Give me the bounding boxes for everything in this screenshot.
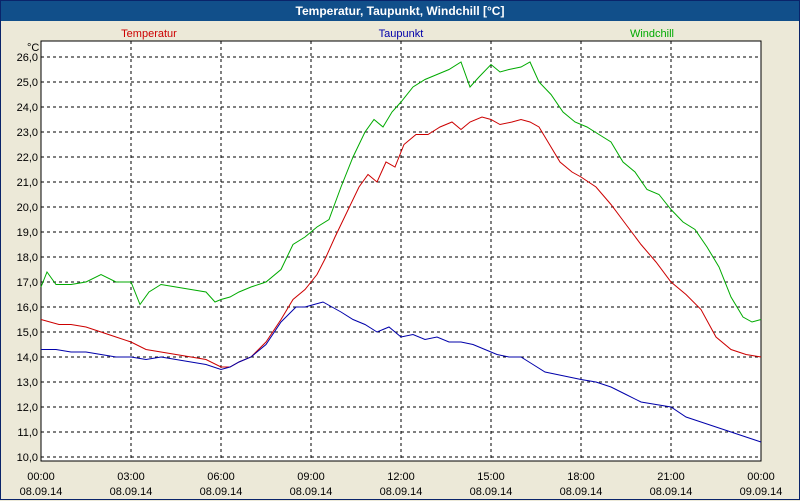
x-tick-date: 08.09.14 [560,486,603,498]
x-tick-time: 21:00 [657,471,685,483]
y-tick-label: 22,0 [17,152,38,164]
y-tick-label: 18,0 [17,252,38,264]
x-tick-date: 09.09.14 [740,486,783,498]
y-tick-label: 26,0 [17,52,38,64]
window-title: Temperatur, Taupunkt, Windchill [°C] [1,1,799,21]
y-tick-label: 19,0 [17,227,38,239]
y-tick-label: 12,0 [17,402,38,414]
x-tick-time: 06:00 [207,471,235,483]
y-tick-label: 14,0 [17,352,38,364]
y-tick-label: 23,0 [17,127,38,139]
y-tick-label: 25,0 [17,77,38,89]
series-line-temperatur [40,116,762,368]
y-tick-label: 11,0 [17,427,38,439]
x-tick-time: 00:00 [747,471,775,483]
x-tick-date: 08.09.14 [470,486,513,498]
x-tick-time: 12:00 [387,471,415,483]
series-line-taupunkt [41,301,762,443]
y-tick-label: 20,0 [17,202,38,214]
x-tick-date: 08.09.14 [290,486,333,498]
legend-taupunkt: Taupunkt [379,28,424,40]
x-tick-time: 03:00 [117,471,145,483]
y-axis-label: °C [27,42,39,54]
x-tick-date: 08.09.14 [110,486,153,498]
y-tick-label: 15,0 [17,327,38,339]
y-tick-label: 17,0 [17,277,38,289]
x-tick-date: 08.09.14 [650,486,693,498]
y-tick-label: 10,0 [17,452,38,464]
x-tick-time: 09:00 [297,471,325,483]
x-tick-date: 08.09.14 [200,486,243,498]
x-tick-time: 15:00 [477,471,505,483]
y-tick-label: 13,0 [17,377,38,389]
x-tick-date: 08.09.14 [20,486,63,498]
plot-border [40,40,762,462]
y-tick-label: 21,0 [17,177,38,189]
x-tick-time: 18:00 [567,471,595,483]
x-tick-time: 00:00 [27,471,55,483]
legend-windchill: Windchill [630,28,674,40]
y-tick-label: 16,0 [17,302,38,314]
y-tick-label: 24,0 [17,102,38,114]
x-tick-date: 08.09.14 [380,486,423,498]
legend-temperatur: Temperatur [121,28,177,40]
series-line-windchill [40,61,762,323]
